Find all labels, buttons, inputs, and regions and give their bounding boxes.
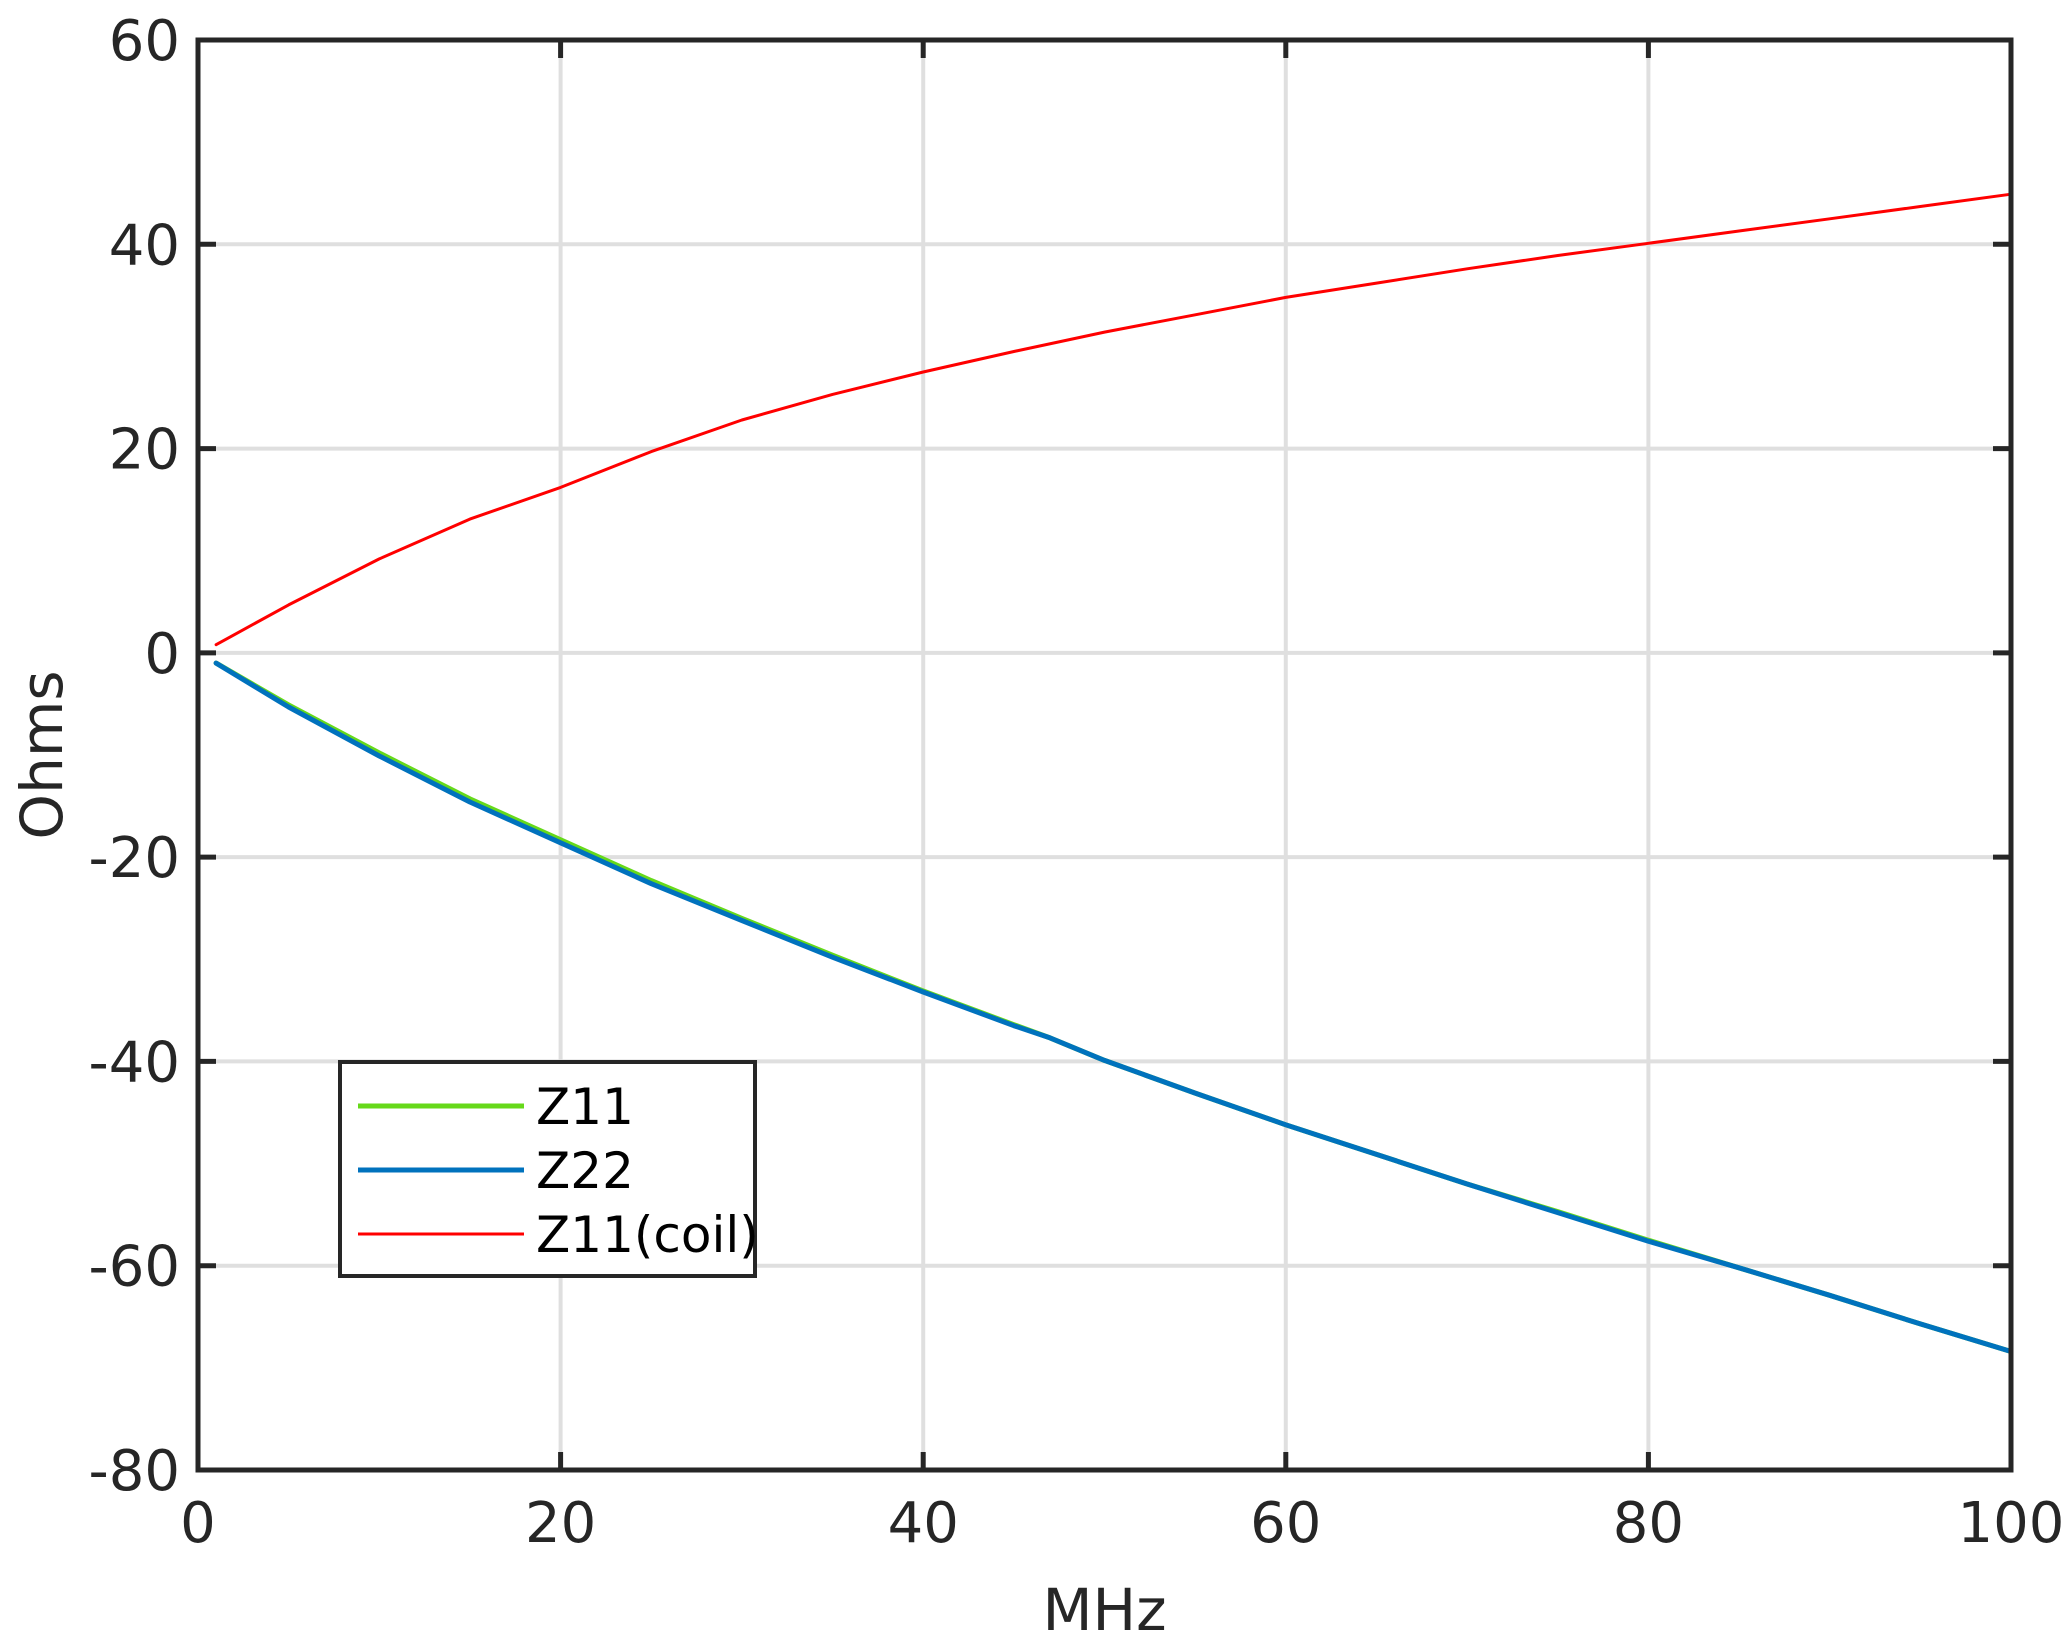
y-tick-label: -60 [89, 1235, 180, 1300]
series-layer [213, 192, 2014, 1354]
axis-ticks [195, 37, 2014, 1473]
y-tick-label: -20 [89, 826, 180, 891]
x-axis-title: MHz [1042, 1576, 1166, 1644]
x-tick-label: 80 [1613, 1491, 1684, 1556]
y-tick-label: 60 [109, 9, 180, 74]
y-tick-label: 40 [109, 213, 180, 278]
y-axis-title: Ohms [8, 670, 76, 839]
y-tick-label: -40 [89, 1030, 180, 1095]
series-line-z22 [213, 660, 2014, 1354]
y-tick-labels: -80 -60 -40 -20 0 20 40 60 [89, 9, 180, 1504]
series-line-z11-coil [214, 192, 2013, 647]
x-tick-label: 20 [525, 1491, 596, 1556]
y-tick-label: 20 [109, 418, 180, 483]
plot-area-frame [195, 37, 2014, 1473]
x-tick-label: 100 [1958, 1491, 2065, 1556]
x-tick-labels: 0 20 40 60 80 100 [180, 1491, 2064, 1556]
legend-label: Z11(coil) [536, 1206, 759, 1264]
legend-label: Z11 [536, 1078, 634, 1136]
y-tick-label: -80 [89, 1439, 180, 1504]
y-tick-label: 0 [144, 622, 180, 687]
x-tick-label: 40 [888, 1491, 959, 1556]
x-tick-label: 0 [180, 1491, 216, 1556]
legend: Z11 Z22 Z11(coil) [338, 1060, 759, 1278]
x-tick-label: 60 [1250, 1491, 1321, 1556]
legend-label: Z22 [536, 1142, 634, 1200]
